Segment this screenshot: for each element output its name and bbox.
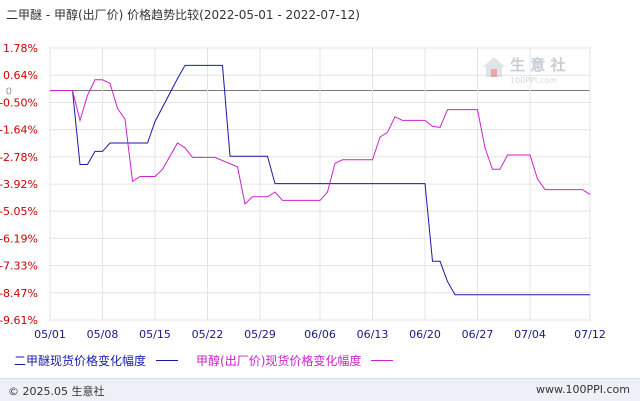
x-tick-label: 06/20 bbox=[409, 328, 441, 341]
x-tick-label: 07/04 bbox=[514, 328, 546, 341]
x-tick-label: 06/06 bbox=[304, 328, 336, 341]
series-line-methanol bbox=[50, 79, 591, 205]
y-axis-labels: 1.78% 0.64% -0.50% -1.64% -2.78% -3.92% -5.05%… bbox=[0, 42, 38, 327]
chart-canvas: 1.78% 0.64% -0.50% -1.64% -2.78% -3.92% -5.05%… bbox=[0, 42, 606, 341]
legend-label-methanol: 甲醇(出厂价)现货价格变化幅度 bbox=[196, 354, 362, 368]
x-axis-labels: 05/01 05/08 05/15 05/22 05/29 06/06 06/13 06/20… bbox=[34, 328, 606, 341]
legend-swatch-methanol bbox=[371, 360, 394, 361]
watermark-text: 生 意 社 bbox=[510, 56, 566, 74]
copyright-text: © 2025.05 生意社 bbox=[8, 385, 105, 398]
y-tick-label: -1.64% bbox=[0, 124, 38, 137]
x-tick-label: 05/08 bbox=[87, 328, 119, 341]
house-icon bbox=[483, 57, 505, 77]
x-tick-label: 07/12 bbox=[574, 328, 606, 341]
x-tick-label: 05/29 bbox=[244, 328, 276, 341]
y-tick-label: -2.78% bbox=[0, 151, 38, 164]
zero-label: 0 bbox=[6, 87, 12, 98]
chart-title: 二甲醚 - 甲醇(出厂价) 价格趋势比较(2022-05-01 - 2022-0… bbox=[6, 8, 360, 22]
watermark-logo: 生 意 社 100PPI.com bbox=[482, 54, 578, 94]
watermark-url: 100PPI.com bbox=[510, 76, 557, 85]
x-tick-label: 06/27 bbox=[462, 328, 494, 341]
x-tick-label: 05/01 bbox=[34, 328, 66, 341]
y-tick-label: -6.19% bbox=[0, 232, 38, 245]
x-tick-label: 05/15 bbox=[139, 328, 171, 341]
y-tick-label: -7.33% bbox=[0, 260, 38, 273]
series-line-dme bbox=[50, 64, 590, 296]
y-tick-label: 0.64% bbox=[3, 69, 38, 82]
legend-item-dme: 二甲醚现货价格变化幅度 bbox=[14, 352, 179, 369]
footer-bar: © 2025.05 生意社 www.100PPI.com bbox=[0, 378, 640, 401]
y-tick-label: -9.61% bbox=[0, 314, 38, 327]
legend-swatch-dme bbox=[156, 360, 179, 361]
y-tick-label: -5.05% bbox=[0, 205, 38, 218]
series-lines bbox=[50, 64, 591, 296]
legend-item-methanol: 甲醇(出厂价)现货价格变化幅度 bbox=[196, 352, 394, 369]
x-tick-label: 06/13 bbox=[357, 328, 389, 341]
y-tick-label: -3.92% bbox=[0, 178, 38, 191]
y-tick-label: -8.47% bbox=[0, 287, 38, 300]
legend-label-dme: 二甲醚现货价格变化幅度 bbox=[14, 354, 147, 368]
y-tick-label: -0.50% bbox=[0, 96, 38, 109]
y-tick-label: 1.78% bbox=[3, 42, 38, 55]
site-url: www.100PPI.com bbox=[536, 383, 630, 396]
legend: 二甲醚现货价格变化幅度 甲醇(出厂价)现货价格变化幅度 bbox=[14, 352, 411, 369]
x-tick-label: 05/22 bbox=[192, 328, 224, 341]
